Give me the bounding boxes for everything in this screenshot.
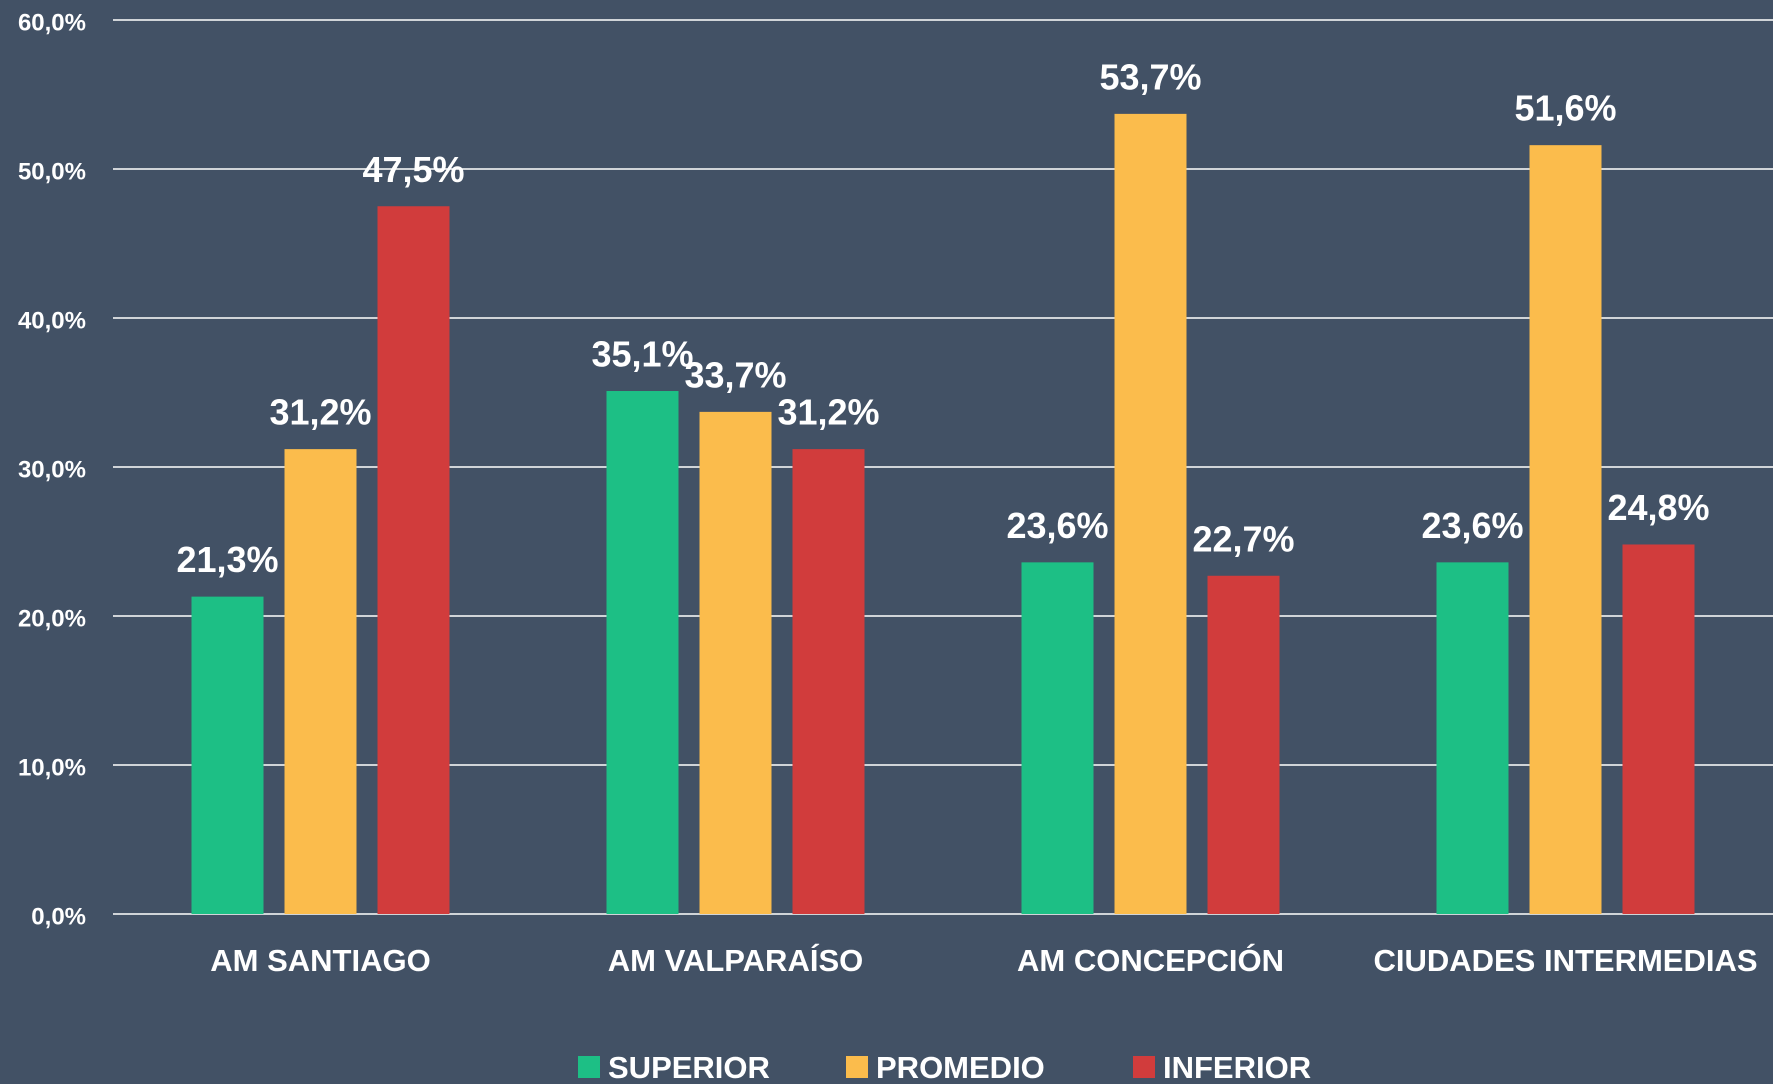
legend-label: INFERIOR <box>1163 1050 1311 1084</box>
legend-swatch <box>578 1056 600 1078</box>
value-label: 23,6% <box>1421 505 1523 546</box>
value-label: 23,6% <box>1006 505 1108 546</box>
value-label: 51,6% <box>1514 88 1616 129</box>
value-label: 33,7% <box>684 354 786 395</box>
bar <box>699 411 772 914</box>
value-label: 22,7% <box>1192 518 1294 559</box>
y-tick-label: 20,0% <box>18 605 86 632</box>
x-tick-label: AM SANTIAGO <box>210 943 430 978</box>
legend-swatch <box>846 1056 868 1078</box>
legend-swatch <box>1133 1056 1155 1078</box>
value-label: 47,5% <box>362 149 464 190</box>
x-tick-label: CIUDADES INTERMEDIAS <box>1373 943 1757 978</box>
bar <box>1622 544 1695 914</box>
x-tick-label: AM CONCEPCIÓN <box>1017 942 1284 978</box>
value-label: 31,2% <box>269 392 371 433</box>
bar <box>191 596 264 914</box>
y-tick-label: 0,0% <box>31 903 86 930</box>
y-tick-label: 50,0% <box>18 158 86 185</box>
legend-label: SUPERIOR <box>608 1050 770 1084</box>
value-label: 53,7% <box>1099 56 1201 97</box>
bar <box>377 206 450 914</box>
bar <box>1436 562 1509 914</box>
bar <box>1021 562 1094 914</box>
x-tick-label: AM VALPARAÍSO <box>608 943 863 978</box>
bar <box>1114 113 1187 915</box>
y-tick-label: 30,0% <box>18 456 86 483</box>
value-label: 21,3% <box>176 539 278 580</box>
y-tick-label: 60,0% <box>18 9 86 36</box>
legend-label: PROMEDIO <box>876 1050 1045 1084</box>
bar <box>606 391 679 914</box>
value-label: 35,1% <box>591 334 693 375</box>
bar <box>1207 575 1280 914</box>
bar <box>792 449 865 914</box>
y-tick-label: 40,0% <box>18 307 86 334</box>
value-label: 24,8% <box>1607 487 1709 528</box>
bar <box>1529 145 1602 914</box>
value-label: 31,2% <box>777 392 879 433</box>
bar <box>284 449 357 914</box>
y-tick-label: 10,0% <box>18 754 86 781</box>
